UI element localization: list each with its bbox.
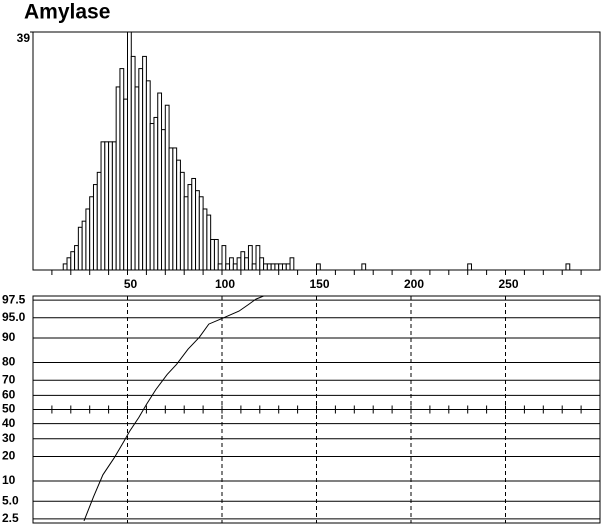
y-tick-label: 90 <box>2 330 16 344</box>
bar <box>206 214 212 271</box>
y-tick-label: 40 <box>2 416 16 430</box>
bar <box>244 257 249 271</box>
bar <box>183 196 189 271</box>
bar <box>278 263 283 271</box>
bar <box>270 263 276 271</box>
bar <box>100 141 106 271</box>
bar <box>104 141 110 271</box>
bar <box>225 263 231 271</box>
bar <box>81 220 87 271</box>
bar <box>66 257 72 271</box>
bar <box>161 129 166 271</box>
bar <box>142 55 147 271</box>
bar <box>263 263 268 271</box>
x-tick-label: 200 <box>404 277 424 291</box>
bar <box>111 141 117 271</box>
bar <box>565 263 571 271</box>
bar <box>70 251 76 271</box>
bar <box>85 208 91 271</box>
bar <box>274 263 280 271</box>
bar <box>259 257 265 271</box>
y-tick-label: 80 <box>2 355 16 369</box>
bar <box>187 184 193 271</box>
y-tick-label: 97.5 <box>2 292 26 306</box>
bar <box>316 263 321 271</box>
bar <box>164 104 170 271</box>
y-tick-label: 60 <box>2 388 16 402</box>
bar <box>77 226 83 271</box>
bar <box>361 263 367 271</box>
bar <box>213 238 219 271</box>
bar <box>221 245 227 271</box>
bar <box>172 147 178 271</box>
bar <box>202 208 208 271</box>
bar <box>138 68 144 271</box>
x-tick-label: 50 <box>124 277 138 291</box>
y-tick-label: 50 <box>2 402 16 416</box>
bar <box>179 171 185 271</box>
bar <box>266 263 272 271</box>
x-tick-label: 150 <box>309 277 329 291</box>
bar <box>467 263 472 271</box>
bar <box>74 245 79 271</box>
bar <box>198 196 204 271</box>
bar <box>285 263 291 271</box>
bar <box>232 263 238 271</box>
chart-title: Amylase <box>24 1 110 24</box>
bar <box>289 257 295 271</box>
bar <box>96 171 102 271</box>
y-tick-label: 70 <box>2 372 16 386</box>
y-tick-label: 5.0 <box>2 493 19 507</box>
y-tick-label: 10 <box>2 473 16 487</box>
bar <box>127 31 132 271</box>
bar <box>157 92 163 271</box>
bar <box>247 245 253 271</box>
bar <box>123 98 129 271</box>
bar <box>134 86 140 271</box>
y-tick-label: 39 <box>17 31 31 45</box>
bar <box>153 116 159 271</box>
bar <box>229 257 234 271</box>
bar <box>149 123 155 271</box>
bar <box>210 238 215 271</box>
bar <box>168 147 174 271</box>
bar <box>240 251 246 271</box>
bar <box>236 257 242 271</box>
bar <box>89 196 94 271</box>
bar <box>281 263 287 271</box>
bar <box>115 86 121 271</box>
bar <box>145 80 151 271</box>
y-tick-label: 20 <box>2 449 16 463</box>
x-tick-label: 100 <box>215 277 235 291</box>
bar <box>217 263 223 271</box>
bar <box>191 177 197 271</box>
bar <box>255 245 261 271</box>
bar <box>119 68 125 271</box>
bar <box>92 184 98 271</box>
bar <box>62 263 68 271</box>
x-tick-label: 250 <box>498 277 518 291</box>
y-tick-label: 30 <box>2 431 16 445</box>
bar <box>251 263 257 271</box>
bar <box>130 55 136 271</box>
y-tick-label: 2.5 <box>2 511 19 525</box>
bar <box>108 141 113 271</box>
y-tick-label: 95.0 <box>2 310 26 324</box>
bar <box>195 190 200 271</box>
cumulative-line <box>83 296 264 522</box>
bar <box>176 159 181 271</box>
